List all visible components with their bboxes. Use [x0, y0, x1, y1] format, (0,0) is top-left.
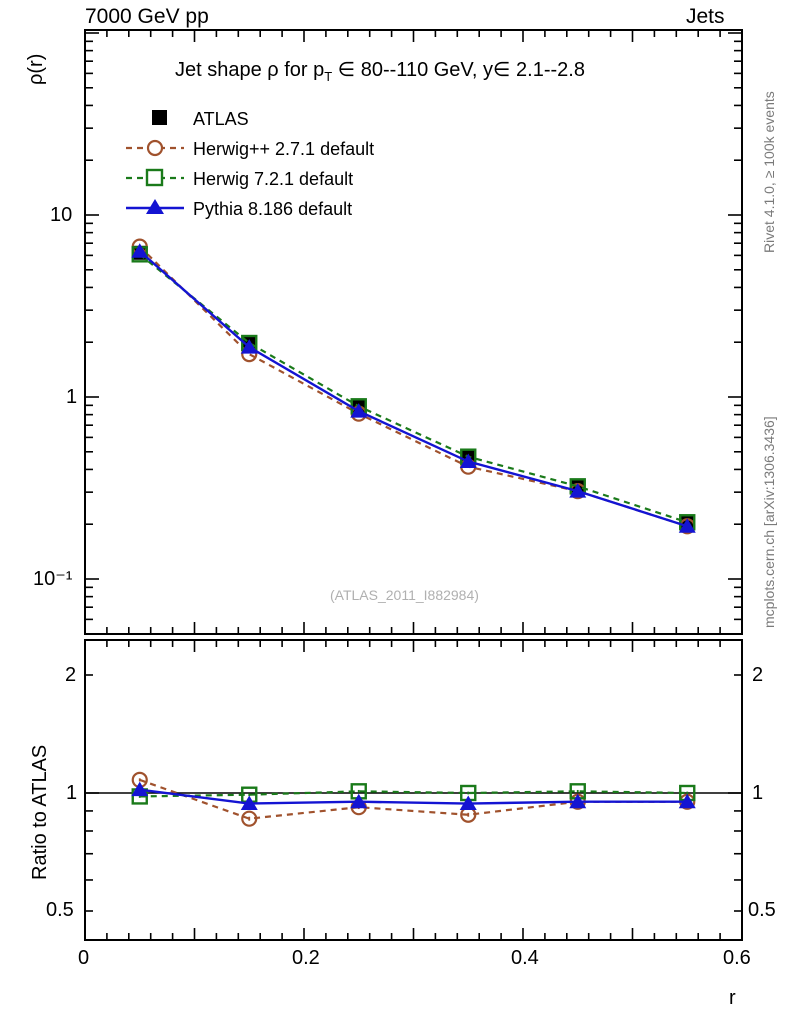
marker-pythia-8-186-default	[459, 453, 477, 469]
legend-sample-herwigpp	[126, 139, 184, 157]
x-tick-0p4: 0.4	[511, 947, 539, 969]
dataset-watermark: (ATLAS_2011_I882984)	[330, 587, 479, 603]
plot-title-a: Jet shape ρ for p	[175, 59, 325, 81]
marker-pythia-8-186-default	[240, 339, 258, 354]
series-ratio-pythia-8-186-default	[131, 781, 696, 811]
header-right: Jets	[686, 5, 725, 28]
line-pythia-8-186-default	[139, 788, 688, 805]
x-tick-0p6: 0.6	[723, 947, 751, 969]
x-axis-label: r	[729, 987, 736, 1009]
y-tick-ratio-left-0p5: 0.5	[46, 899, 74, 921]
legend-sample-pythia	[126, 199, 184, 214]
y-tick-ratio-right-0p5: 0.5	[748, 899, 776, 921]
legend-label-herwigpp: Herwig++ 2.7.1 default	[193, 139, 375, 159]
main-panel-frame	[84, 29, 743, 635]
marker-pythia-8-186-default	[240, 795, 258, 811]
series-main-atlas	[132, 245, 695, 530]
marker-pythia-8-186-default	[678, 518, 696, 533]
y-tick-main-1: 1	[66, 386, 78, 408]
marker-pythia-8-186-default	[569, 483, 587, 498]
y-tick-main-10: 10	[50, 204, 73, 226]
legend-label-herwig7: Herwig 7.2.1 default	[193, 169, 354, 189]
x-tick-0: 0	[78, 947, 90, 969]
legend-marker-herwig7	[145, 168, 164, 187]
legend-sample-herwig7	[126, 168, 184, 187]
y-tick-ratio-left-2: 2	[65, 664, 77, 686]
plot-title: Jet shape ρ for pT ∈ 80--110 GeV, y∈ 2.1…	[175, 60, 585, 83]
marker-herwig-2-7-1-default	[241, 810, 258, 827]
marker-pythia-8-186-default	[678, 793, 696, 809]
line-herwig-7-2-1-default	[139, 790, 688, 798]
series-main-herwig-2-7-1-default	[131, 238, 696, 535]
plot-title-c: ∈ 2.1--2.8	[493, 59, 585, 81]
marker-pythia-8-186-default	[350, 793, 368, 809]
axis-ticks-group	[84, 30, 743, 940]
legend-marker-pythia	[146, 199, 164, 214]
series-main-herwig-7-2-1-default	[131, 246, 696, 531]
y-tick-ratio-right-1: 1	[752, 782, 764, 804]
line-herwig-2-7-1-default	[138, 245, 688, 528]
legend-marker-atlas	[152, 110, 167, 125]
header-left: 7000 GeV pp	[85, 5, 209, 28]
x-tick-0p2: 0.2	[292, 947, 320, 969]
plot-title-subscript: T	[324, 69, 333, 84]
data-series-group	[131, 238, 696, 827]
ratio-panel-frame	[84, 639, 743, 941]
marker-pythia-8-186-default	[131, 243, 149, 258]
y-tick-ratio-left-1: 1	[66, 782, 78, 804]
legend-sample-atlas	[152, 110, 167, 125]
y-tick-main-0p1: 10⁻¹	[33, 568, 73, 590]
legend-marker-herwigpp	[146, 139, 164, 157]
legend-label-atlas: ATLAS	[193, 109, 249, 129]
series-main-pythia-8-186-default	[131, 243, 696, 533]
line-pythia-8-186-default	[138, 250, 688, 528]
y-tick-ratio-right-2: 2	[752, 664, 764, 686]
marker-pythia-8-186-default	[131, 781, 149, 797]
marker-pythia-8-186-default	[569, 793, 587, 809]
line-herwig-7-2-1-default	[139, 253, 688, 524]
series-ratio-herwig-7-2-1-default	[131, 783, 696, 805]
legend-label-pythia: Pythia 8.186 default	[193, 199, 353, 219]
plot-title-b: ∈ 80--110 GeV, y	[332, 59, 494, 81]
marker-pythia-8-186-default	[350, 403, 368, 418]
marker-pythia-8-186-default	[459, 795, 477, 811]
